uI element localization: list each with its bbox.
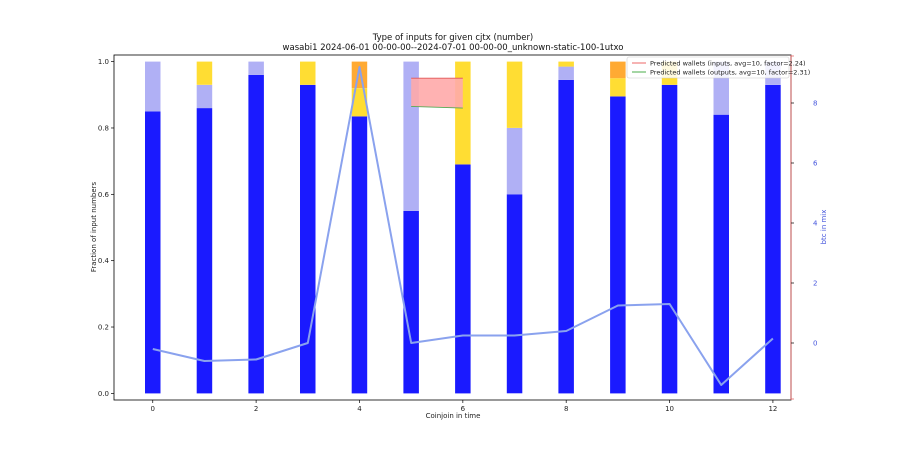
y-tick-label: 0.2 xyxy=(98,324,109,332)
bar-segment xyxy=(506,61,523,128)
chart-title: Type of inputs for given cjtx (number) xyxy=(372,33,534,43)
x-tick-label: 0 xyxy=(151,405,155,413)
y-tick-label: 0.6 xyxy=(98,191,110,199)
y2-tick-label: 6 xyxy=(813,160,818,168)
bar-segment xyxy=(351,88,368,117)
bar-segment xyxy=(765,84,781,394)
y-axis-label: Fraction of input numbers xyxy=(90,181,98,272)
y-axis-ticks: 0.0 0.2 0.4 0.6 0.8 1.0 xyxy=(98,58,114,398)
x-tick-label: 10 xyxy=(665,405,674,413)
bar-segment xyxy=(610,61,626,79)
bar-segment xyxy=(506,194,523,394)
bar-segment xyxy=(506,128,523,195)
bar-segment xyxy=(351,116,368,394)
y-tick-label: 0.0 xyxy=(98,390,109,398)
x-tick-label: 6 xyxy=(461,405,466,413)
bar-segment xyxy=(196,61,213,85)
legend-label-inputs: Predicted wallets (inputs, avg=10, facto… xyxy=(650,60,806,68)
chart-subtitle: wasabi1 2024-06-01 00-00-00--2024-07-01 … xyxy=(283,43,624,53)
y2-tick-label: 8 xyxy=(813,100,817,108)
y-tick-label: 0.4 xyxy=(98,257,110,265)
x-axis-ticks: 0 2 4 6 8 10 12 xyxy=(151,400,777,413)
bar-segment xyxy=(713,114,729,394)
bars-layer xyxy=(145,61,781,394)
bar-segment xyxy=(610,78,626,97)
bar-segment xyxy=(351,61,368,89)
y-tick-label: 0.8 xyxy=(98,124,109,132)
bar-segment xyxy=(196,108,213,394)
y2-tick-label: 4 xyxy=(813,220,818,228)
x-tick-label: 2 xyxy=(254,405,258,413)
bar-segment xyxy=(145,61,161,112)
y-tick-label: 1.0 xyxy=(98,58,109,66)
bar-segment xyxy=(610,96,626,394)
bar-segment xyxy=(661,84,678,394)
y2-tick-label: 2 xyxy=(813,280,817,288)
bar-segment xyxy=(145,111,161,394)
bar-segment xyxy=(248,74,264,394)
bar-segment xyxy=(558,61,574,67)
prediction-band xyxy=(411,78,463,109)
bar-segment xyxy=(403,210,419,394)
x-tick-label: 8 xyxy=(564,405,568,413)
btc-in-mix-line xyxy=(152,66,774,386)
outputs-prediction-line xyxy=(411,105,463,109)
bar-segment xyxy=(196,84,213,109)
bar-segment xyxy=(300,84,316,394)
legend-box xyxy=(626,56,790,79)
y2-axis-label: btc in mix xyxy=(820,210,828,245)
bar-segment xyxy=(558,66,574,80)
x-axis-label: Coinjoin in time xyxy=(426,412,481,420)
shaded-region-layer xyxy=(411,77,463,109)
legend: Predicted wallets (inputs, avg=10, facto… xyxy=(626,56,810,79)
btc-line-layer xyxy=(152,66,774,386)
bar-segment xyxy=(455,61,471,165)
y2-axis-ticks: 0 2 4 6 8 xyxy=(791,55,818,400)
bar-segment xyxy=(300,61,316,85)
y2-tick-label: 0 xyxy=(813,340,817,348)
bar-segment xyxy=(455,164,471,394)
x-tick-label: 4 xyxy=(357,405,362,413)
bar-segment xyxy=(558,79,574,394)
bar-segment xyxy=(248,61,264,75)
legend-label-outputs: Predicted wallets (outputs, avg=10, fact… xyxy=(650,69,810,77)
x-tick-label: 12 xyxy=(768,405,777,413)
